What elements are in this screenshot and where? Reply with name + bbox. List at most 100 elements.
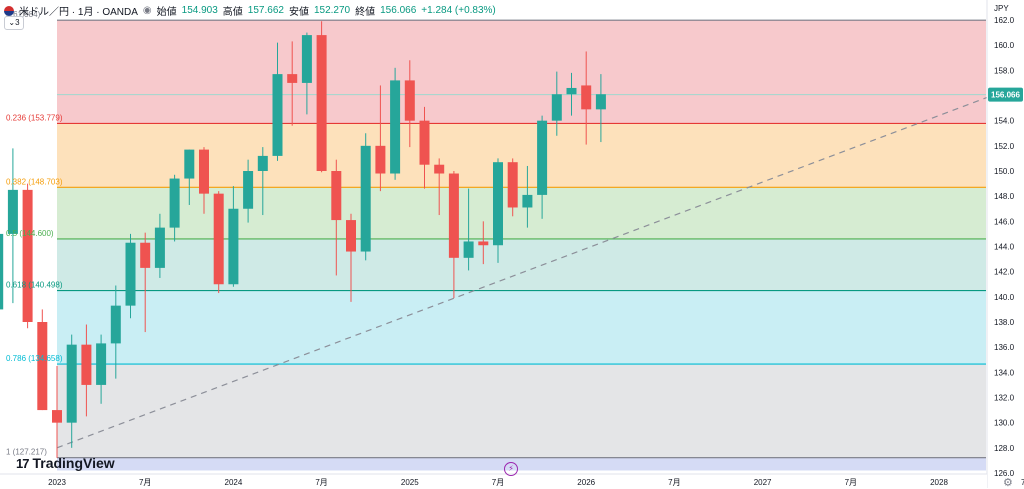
time-tick-label: 2027: [754, 478, 772, 487]
candle-up: [7, 148, 18, 304]
candle-up: [154, 213, 165, 278]
trendline-layer[interactable]: [56, 36, 1024, 449]
candle-body: [66, 344, 77, 423]
price-tick-label: 136.0: [994, 343, 1015, 352]
candle-body: [184, 149, 195, 179]
price-tick-label: 126.0: [994, 469, 1015, 478]
lightning-event-icon[interactable]: ⚡: [504, 462, 518, 476]
candle-down: [507, 158, 518, 217]
candle-body: [448, 173, 459, 258]
candle-up: [537, 115, 548, 219]
price-tick-label: 134.0: [994, 368, 1015, 377]
candle-down: [22, 183, 33, 329]
fib-level-label: 0.5 (144.600): [6, 229, 54, 238]
candle-body: [7, 189, 18, 234]
gear-icon[interactable]: ⚙: [1003, 477, 1013, 489]
fib-level-label: 0.618 (140.498): [6, 281, 63, 290]
tradingview-logo-text: TradingView: [32, 455, 115, 471]
open-value: 154.903: [181, 5, 218, 16]
candle-body: [581, 85, 592, 110]
price-tick-label: 162.0: [994, 16, 1015, 25]
candle-down: [81, 324, 92, 417]
candle-body: [52, 410, 62, 423]
candle-up: [301, 32, 312, 115]
candle-up: [169, 174, 180, 242]
fib-level-label: 0.236 (153.779): [6, 113, 63, 122]
time-tick-label: 7月: [845, 478, 857, 487]
candle-body: [169, 178, 180, 228]
time-axis[interactable]: 20237月20247月20257月20267月20277月20287月2029: [0, 473, 1024, 488]
candle-up: [493, 158, 503, 263]
candle-body: [96, 343, 107, 385]
time-tick-label: 2025: [401, 478, 419, 487]
candle-up: [360, 133, 371, 261]
candle-down: [331, 159, 342, 276]
fib-band: [57, 364, 986, 458]
symbol-title[interactable]: 米ドル／円 · 1月 · OANDA: [19, 7, 138, 18]
fib-band: [57, 290, 986, 365]
candle-up: [463, 188, 474, 271]
candle-body: [243, 171, 254, 209]
time-tick-label: 7月: [668, 478, 680, 487]
fib-lines: [57, 19, 986, 459]
candle-down: [346, 213, 356, 302]
last-price-tag: [988, 87, 1023, 102]
ohlc-legend: 米ドル／円 · 1月 · OANDA ◉ 始値 154.903 高値 157.662…: [4, 3, 496, 18]
visibility-eye-icon[interactable]: ◉: [142, 5, 152, 16]
price-tick-label: 132.0: [994, 394, 1015, 403]
candle-body: [272, 74, 283, 156]
candle-up: [243, 159, 254, 223]
candle-body: [346, 220, 356, 252]
candle-body: [22, 189, 33, 322]
time-tick-label: 2024: [225, 478, 243, 487]
candle-body: [478, 241, 489, 246]
candle-down: [287, 41, 298, 126]
collapse-count: 3: [15, 18, 20, 27]
candle-up: [566, 72, 577, 116]
candle-down: [37, 309, 48, 411]
price-tick-label: 160.0: [994, 41, 1015, 50]
candle-body: [257, 155, 268, 171]
candle-body: [154, 227, 165, 268]
legend-collapse-button[interactable]: ⌄3: [4, 16, 24, 30]
candle-up: [595, 74, 606, 143]
candle-body: [493, 162, 503, 246]
change-value: +1.284 (+0.83%): [421, 5, 496, 16]
candle-body: [566, 87, 577, 95]
fib-labels: (161.984) 0.236 (153.779) 0.382 (148.703) 0…: [6, 10, 63, 456]
candle-body: [81, 344, 92, 385]
candle-body: [434, 164, 445, 174]
price-tick-label: 128.0: [994, 444, 1015, 453]
candles-layer: [0, 21, 606, 458]
tradingview-logo[interactable]: 17 TradingView: [16, 455, 115, 471]
candle-body: [331, 171, 342, 221]
candle-up: [96, 334, 107, 404]
time-tick-label: 2028: [930, 478, 948, 487]
candle-body: [360, 145, 371, 252]
candle-down: [140, 232, 151, 333]
price-axis[interactable]: JPY 126.0 128.0 130.0 132.0 134.0 136.0 138.0 14…: [986, 0, 1024, 488]
candle-down: [434, 158, 445, 216]
candle-down: [213, 191, 224, 294]
candle-up: [551, 71, 562, 136]
candle-body: [419, 120, 430, 165]
price-axis-background: [987, 0, 1024, 488]
candle-down: [581, 51, 592, 145]
candle-body: [140, 242, 151, 268]
fib-band: [57, 457, 986, 471]
candle-up: [522, 165, 533, 228]
candle-body: [522, 194, 533, 208]
candle-body: [390, 80, 401, 174]
candle-body: [301, 35, 312, 83]
candle-body: [404, 80, 415, 121]
candle-body: [551, 94, 562, 121]
candle-body: [110, 305, 121, 344]
time-tick-label: 2023: [48, 478, 66, 487]
candle-down: [404, 60, 415, 148]
time-tick-label: 7月: [139, 478, 151, 487]
candle-body: [316, 35, 327, 171]
low-label: 安値: [288, 7, 309, 18]
currency-label: JPY: [994, 4, 1009, 13]
high-value: 157.662: [247, 5, 284, 16]
